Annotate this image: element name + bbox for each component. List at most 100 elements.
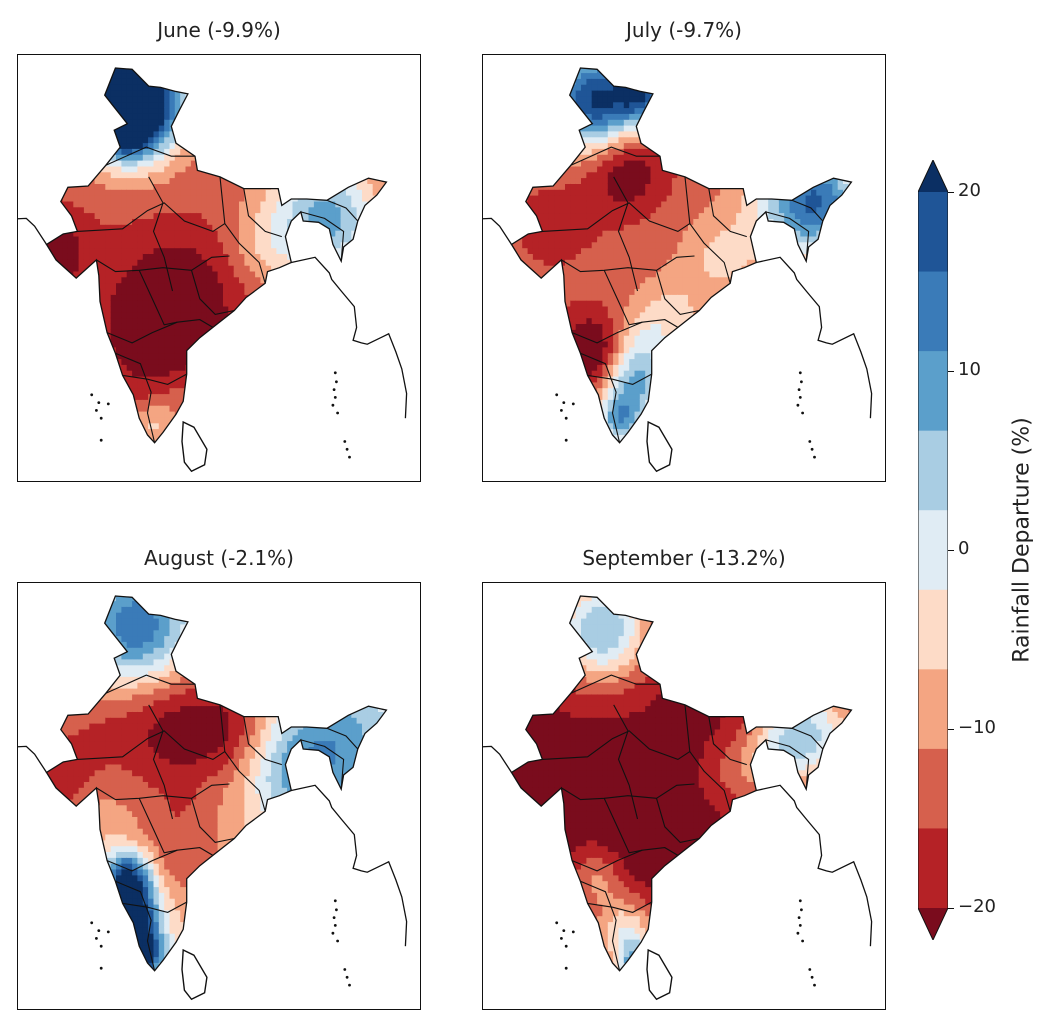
map-svg	[18, 61, 408, 473]
grid-cell	[206, 218, 213, 225]
grid-cell	[159, 61, 165, 67]
grid-cell	[110, 101, 117, 109]
grid-cell	[62, 282, 69, 289]
grid-cell	[239, 452, 245, 458]
grid-cell	[308, 352, 315, 360]
grid-cell	[239, 130, 245, 138]
grid-cell	[297, 130, 304, 138]
grid-cell	[383, 84, 387, 91]
grid-cell	[217, 119, 224, 126]
grid-cell	[362, 189, 368, 196]
grid-cell	[511, 125, 513, 132]
grid-cell	[153, 183, 160, 190]
grid-cell	[249, 352, 256, 360]
grid-cell	[201, 428, 208, 435]
grid-cell	[169, 247, 176, 254]
grid-cell	[164, 270, 171, 278]
grid-cell	[174, 422, 181, 430]
grid-cell	[142, 317, 149, 324]
grid-cell	[250, 61, 256, 67]
grid-cell	[399, 96, 405, 102]
grid-cell	[83, 270, 90, 278]
grid-cell	[78, 428, 85, 435]
grid-cell	[351, 183, 358, 190]
grid-cell	[346, 422, 352, 430]
grid-cell	[153, 154, 160, 161]
grid-cell	[36, 364, 42, 370]
grid-cell	[255, 405, 261, 412]
grid-cell	[372, 130, 379, 138]
grid-cell	[158, 136, 165, 144]
grid-cell	[249, 276, 256, 284]
grid-cell	[362, 311, 368, 319]
grid-cell	[46, 160, 48, 167]
grid-cell	[239, 212, 245, 219]
grid-cell	[46, 107, 53, 114]
grid-cell	[153, 323, 160, 330]
grid-cell	[260, 416, 267, 424]
grid-cell	[137, 189, 144, 196]
grid-cell	[196, 84, 203, 91]
grid-cell	[223, 230, 229, 237]
grid-cell	[217, 189, 224, 196]
grid-cell	[372, 376, 379, 383]
grid-cell	[83, 171, 90, 179]
grid-cell	[142, 381, 149, 389]
grid-cell	[233, 241, 240, 249]
grid-cell	[255, 68, 261, 74]
grid-cell	[244, 142, 251, 149]
grid-cell	[324, 247, 331, 254]
grid-cell	[399, 271, 405, 277]
grid-cell	[116, 148, 122, 155]
grid-cell	[372, 294, 379, 301]
grid-cell	[153, 90, 160, 97]
grid-cell	[46, 259, 53, 266]
grid-cell	[346, 206, 352, 214]
grid-cell	[394, 183, 400, 189]
grid-cell	[378, 235, 384, 243]
grid-cell	[169, 130, 176, 138]
grid-cell	[228, 84, 235, 91]
grid-cell	[164, 276, 171, 284]
grid-cell	[153, 130, 160, 138]
grid-cell	[78, 189, 85, 196]
grid-cell	[298, 458, 304, 464]
grid-cell	[297, 78, 304, 85]
grid-cell	[94, 370, 101, 377]
grid-cell	[218, 446, 224, 452]
grid-cell	[158, 183, 165, 190]
grid-cell	[324, 136, 331, 144]
grid-cell	[319, 434, 326, 441]
grid-cell	[308, 329, 315, 336]
grid-cell	[511, 125, 518, 132]
grid-cell	[329, 317, 336, 324]
grid-cell	[276, 119, 283, 126]
state-border	[106, 319, 214, 344]
grid-cell	[383, 107, 387, 114]
grid-cell	[233, 95, 240, 103]
grid-cell	[389, 102, 395, 108]
grid-cell	[196, 101, 203, 109]
grid-cell	[308, 411, 315, 418]
grid-cell	[271, 311, 277, 319]
grid-cell	[110, 381, 117, 389]
grid-cell	[346, 346, 352, 354]
grid-cell	[378, 247, 384, 254]
grid-cell	[217, 416, 224, 424]
grid-cell	[46, 393, 53, 400]
grid-cell	[196, 189, 203, 196]
grid-cell	[303, 72, 310, 79]
grid-cell	[324, 317, 331, 324]
grid-cell	[399, 73, 405, 79]
grid-cell	[308, 416, 315, 424]
grid-cell	[67, 130, 74, 138]
grid-cell	[228, 346, 235, 354]
grid-cell	[346, 416, 352, 424]
grid-cell	[196, 72, 203, 79]
grid-cell	[340, 200, 347, 208]
grid-cell	[255, 329, 261, 336]
grid-cell	[378, 411, 384, 418]
grid-cell	[378, 142, 384, 149]
grid-cell	[116, 235, 122, 243]
grid-cell	[212, 78, 219, 85]
